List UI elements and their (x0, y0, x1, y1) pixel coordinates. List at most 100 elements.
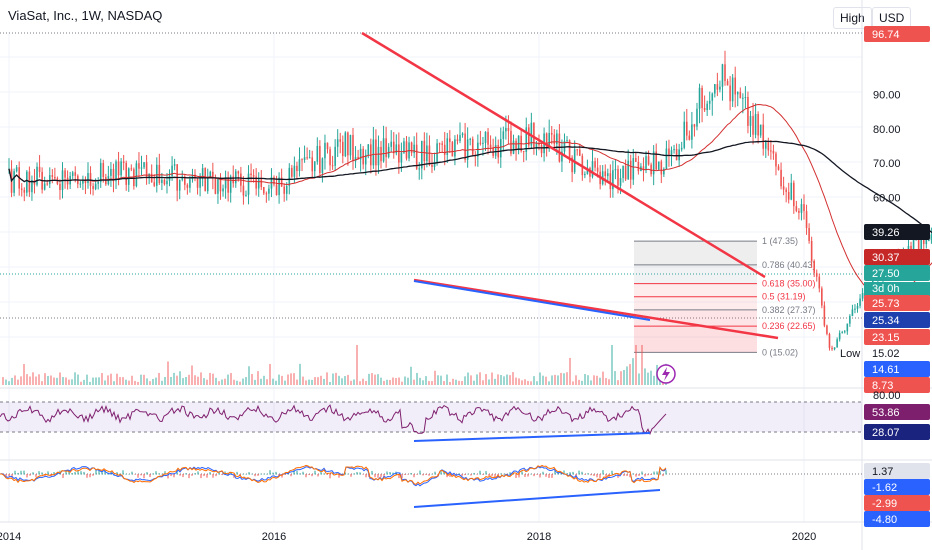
volume-bar (248, 366, 250, 385)
price-candle (263, 187, 265, 194)
price-candle (87, 173, 89, 184)
price-candle (647, 156, 650, 165)
macd-histogram-bar (590, 474, 592, 476)
price-candle (484, 131, 487, 143)
volume-bar (650, 370, 652, 385)
price-candle (191, 174, 194, 180)
macd-histogram-bar (413, 474, 415, 478)
price-candle (163, 179, 166, 185)
volume-bar (281, 375, 283, 385)
macd-histogram-bar (611, 470, 613, 475)
volume-bar (14, 375, 16, 385)
volume-bar (587, 375, 589, 385)
macd-histogram-bar (20, 470, 22, 475)
price-candle (563, 140, 566, 152)
fib-level-label: 0.5 (31.19) (762, 292, 806, 302)
price-candle (301, 159, 303, 161)
macd-histogram-bar (641, 471, 643, 475)
volume-bar (413, 379, 415, 385)
macd-histogram-bar (134, 474, 136, 475)
volume-bar (611, 345, 613, 385)
price-candle (502, 131, 505, 140)
macd-histogram-bar (509, 472, 511, 475)
price-candle (196, 178, 199, 188)
macd-histogram-bar (296, 470, 298, 475)
price-candle (459, 135, 461, 142)
price-candle (38, 166, 41, 172)
price-candle (540, 145, 543, 154)
macd-histogram-bar (536, 474, 538, 475)
time-axis-tick: 2016 (262, 531, 286, 543)
macd-histogram-bar (422, 474, 424, 476)
price-candle (331, 165, 334, 167)
volume-bar (605, 378, 607, 385)
price-candle (410, 142, 413, 154)
macd-histogram-bar (548, 474, 550, 478)
macd-histogram-bar (347, 473, 349, 475)
price-candle (604, 171, 607, 177)
price-candle (194, 174, 196, 179)
price-candle (795, 206, 798, 211)
volume-bar (512, 372, 514, 385)
macd-histogram-bar (92, 474, 94, 476)
price-candle (925, 239, 928, 245)
macd-histogram-bar (302, 471, 304, 475)
price-candle (403, 141, 405, 153)
price-candle (293, 165, 296, 177)
volume-bar (23, 364, 25, 385)
price-candle (655, 151, 658, 170)
macd-histogram-bar (14, 470, 16, 475)
macd-histogram-bar (530, 473, 532, 475)
price-candle (283, 186, 285, 194)
volume-bar (110, 373, 112, 385)
price-candle (818, 276, 821, 289)
fib-zone (634, 264, 757, 284)
price-candle (696, 108, 698, 127)
price-candle (466, 139, 469, 160)
time-axis-tick: 2020 (792, 531, 816, 543)
price-candle (155, 164, 158, 186)
volume-bar (215, 377, 217, 385)
macd-histogram-bar (449, 474, 451, 477)
price-candle (759, 124, 762, 136)
volume-bar (269, 363, 271, 385)
volume-bar (308, 379, 310, 385)
ma20-badge-bg (864, 295, 930, 311)
last-price-badge: 27.50 (872, 268, 900, 280)
volume-bar (239, 381, 241, 385)
macd-signal-badge-bg (864, 495, 930, 511)
price-candle (112, 168, 115, 182)
price-candle (691, 124, 693, 140)
macd-histogram-bar (665, 470, 667, 475)
macd-histogram-bar (473, 472, 475, 475)
macd-histogram-bar (446, 474, 448, 478)
price-candle (110, 168, 112, 176)
volume-bar (422, 380, 424, 385)
macd-histogram-bar (185, 473, 187, 475)
macd-histogram-bar (215, 474, 217, 477)
macd-histogram-bar (242, 473, 244, 475)
macd-histogram-bar (173, 474, 175, 478)
price-candle (685, 121, 688, 136)
support-trendline (413, 278, 779, 340)
volume-bar (197, 376, 199, 385)
volume-bar (533, 376, 535, 385)
macd-histogram-bar (554, 470, 556, 475)
volume-bar (122, 377, 124, 385)
macd-histogram-bar (389, 472, 391, 475)
price-candle (400, 152, 403, 163)
volume-bar (287, 374, 289, 385)
macd-histogram-bar (89, 474, 91, 478)
price-candle (770, 150, 772, 152)
price-candle (851, 309, 854, 317)
macd-histogram-bar (116, 472, 118, 475)
price-candle (637, 161, 640, 172)
volume-bar (365, 380, 367, 385)
price-candle (94, 183, 97, 189)
volume-bar (50, 375, 52, 385)
price-candle (772, 150, 775, 154)
price-candle (790, 182, 793, 200)
macd-histogram-bar (455, 474, 457, 476)
volume-bar (224, 378, 226, 385)
